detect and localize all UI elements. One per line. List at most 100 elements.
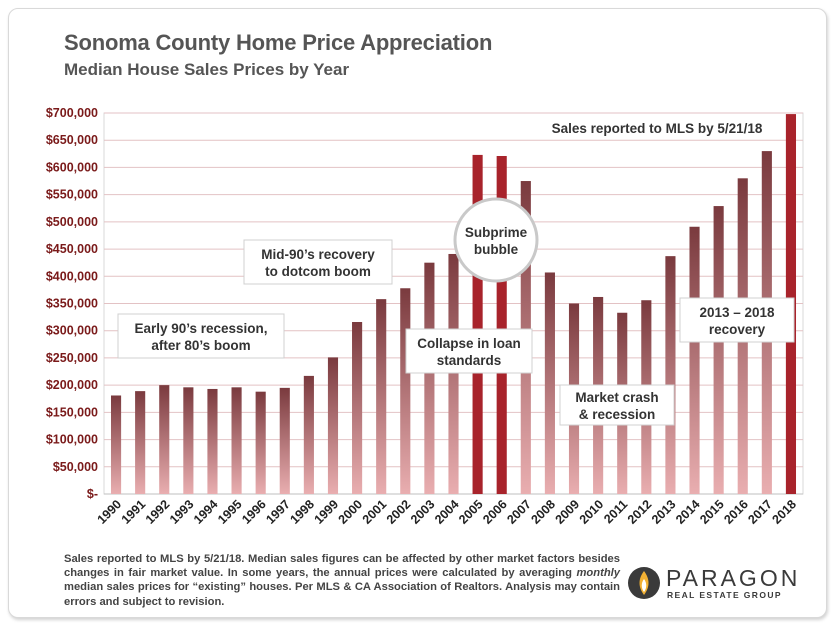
annotation-recovery-text: 2013 – 2018 xyxy=(699,305,775,320)
annotation-crash-text: Market crash xyxy=(575,390,658,405)
annotation-mid-90s-text: Mid-90’s recovery xyxy=(261,247,375,262)
x-tick-label: 2010 xyxy=(577,497,607,527)
x-tick-label: 2003 xyxy=(408,497,438,527)
x-tick-label: 2017 xyxy=(745,497,775,527)
bar-2015 xyxy=(713,206,724,494)
footnote-text-2: median sales prices for “existing” house… xyxy=(64,581,620,608)
x-tick-label: 1997 xyxy=(263,497,293,527)
bar-2000 xyxy=(352,322,363,494)
bar-1995 xyxy=(231,387,242,494)
annotation-recovery-box xyxy=(679,297,795,343)
x-tick-label: 1990 xyxy=(95,497,125,527)
logo-tagline: REAL ESTATE GROUP xyxy=(667,590,782,600)
x-tick-label: 2002 xyxy=(384,497,414,527)
y-tick-label: $550,000 xyxy=(46,188,98,202)
x-tick-label: 2004 xyxy=(432,497,462,527)
bar-1992 xyxy=(159,385,170,494)
y-tick-label: $650,000 xyxy=(46,133,98,147)
bar-2004 xyxy=(448,253,459,494)
x-tick-label: 2015 xyxy=(697,497,727,527)
annotation-collapse-text: Collapse in loan xyxy=(417,336,521,351)
bar-2008 xyxy=(544,272,555,494)
y-tick-label: $150,000 xyxy=(46,405,98,419)
bar-1993 xyxy=(183,387,194,494)
annotation-subprime-circle xyxy=(453,197,539,283)
annotation-crash-box xyxy=(559,384,675,426)
y-tick-label: $- xyxy=(87,487,98,501)
logo-name: PARAGON xyxy=(666,565,801,591)
chart-subtitle: Median House Sales Prices by Year xyxy=(64,60,350,79)
chart-title: Sonoma County Home Price Appreciation xyxy=(64,30,493,55)
x-tick-label: 1995 xyxy=(215,497,245,527)
bar-2005 xyxy=(472,154,483,494)
x-tick-label: 1999 xyxy=(312,497,342,527)
footnote: Sales reported to MLS by 5/21/18. Median… xyxy=(64,552,620,609)
x-tick-label: 2001 xyxy=(360,497,390,527)
x-tick-label: 2013 xyxy=(649,497,679,527)
x-tick-label: 1994 xyxy=(191,497,221,527)
y-tick-label: $450,000 xyxy=(46,242,98,256)
annotation-early-90s-box xyxy=(117,313,285,359)
y-tick-label: $700,000 xyxy=(46,106,98,120)
annotation-subprime: Subprime bubble xyxy=(453,197,539,283)
bar-1996 xyxy=(255,391,266,494)
y-tick-label: $100,000 xyxy=(46,433,98,447)
bar-2006 xyxy=(496,155,507,494)
annotation-collapse: Collapse in loan standards xyxy=(405,328,533,374)
x-tick-label: 1998 xyxy=(287,497,317,527)
bar-1998 xyxy=(303,375,314,494)
bar-2014 xyxy=(689,226,700,494)
x-tick-label: 2016 xyxy=(721,497,751,527)
x-tick-label: 2018 xyxy=(770,497,800,527)
bar-1991 xyxy=(135,391,146,494)
x-tick-label: 2005 xyxy=(456,497,486,527)
x-tick-label: 2006 xyxy=(480,497,510,527)
y-tick-label: $300,000 xyxy=(46,324,98,338)
x-tick-label: 2011 xyxy=(601,497,630,526)
bar-1994 xyxy=(207,388,218,494)
x-tick-label: 2012 xyxy=(625,497,655,527)
annotation-subprime-text: Subprime xyxy=(465,225,528,240)
y-tick-label: $600,000 xyxy=(46,160,98,174)
annotation-sales-note: Sales reported to MLS by 5/21/18 xyxy=(552,121,763,136)
annotation-mid-90s-text: to dotcom boom xyxy=(265,264,371,279)
bar-1999 xyxy=(327,357,339,494)
x-tick-label: 2009 xyxy=(553,497,583,527)
annotation-recovery: 2013 – 2018 recovery xyxy=(679,297,795,343)
bar-1997 xyxy=(279,387,290,494)
y-tick-label: $350,000 xyxy=(46,297,98,311)
footnote-text-1: Sales reported to MLS by 5/21/18. Median… xyxy=(64,553,620,580)
x-tick-label: 1996 xyxy=(239,497,269,527)
x-tick-label: 2007 xyxy=(504,497,534,527)
bar-2002 xyxy=(400,288,411,494)
paragon-logo: PARAGON REAL ESTATE GROUP xyxy=(626,565,801,601)
y-tick-label: $50,000 xyxy=(53,460,98,474)
y-tick-label: $400,000 xyxy=(46,269,98,283)
footnote-italic: monthly xyxy=(576,567,620,580)
y-tick-label: $200,000 xyxy=(46,378,98,392)
annotation-early-90s-text: after 80’s boom xyxy=(151,338,250,353)
x-tick-label: 2014 xyxy=(673,497,703,527)
annotation-collapse-box xyxy=(405,328,533,374)
annotation-collapse-text: standards xyxy=(437,353,502,368)
annotation-crash-text: & recession xyxy=(579,407,656,422)
annotation-recovery-text: recovery xyxy=(709,322,766,337)
bar-2013 xyxy=(665,256,676,494)
x-tick-label: 1991 xyxy=(119,497,149,527)
bar-2003 xyxy=(424,262,435,494)
bar-2001 xyxy=(376,299,387,494)
annotation-mid-90s: Mid-90’s recovery to dotcom boom xyxy=(243,239,393,285)
annotation-crash: Market crash & recession xyxy=(559,384,675,426)
y-tick-label: $500,000 xyxy=(46,215,98,229)
x-tick-label: 1992 xyxy=(143,497,173,527)
annotation-early-90s: Early 90’s recession, after 80’s boom xyxy=(117,313,285,359)
annotation-subprime-text: bubble xyxy=(474,242,519,257)
x-tick-label: 2008 xyxy=(528,497,558,527)
y-tick-label: $250,000 xyxy=(46,351,98,365)
paragon-flame-icon xyxy=(628,567,660,599)
annotation-early-90s-text: Early 90’s recession, xyxy=(134,321,267,336)
x-tick-label: 1993 xyxy=(167,497,197,527)
annotation-mid-90s-box xyxy=(243,239,393,285)
bar-1990 xyxy=(110,395,122,494)
